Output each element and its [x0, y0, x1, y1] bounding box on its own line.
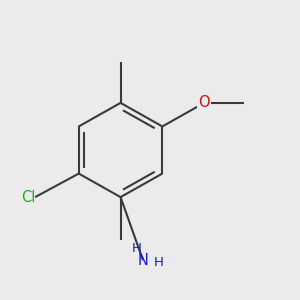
Text: H: H	[131, 242, 141, 255]
Text: N: N	[137, 253, 148, 268]
Text: O: O	[198, 95, 210, 110]
Text: H: H	[153, 256, 163, 269]
Text: Cl: Cl	[21, 190, 35, 205]
